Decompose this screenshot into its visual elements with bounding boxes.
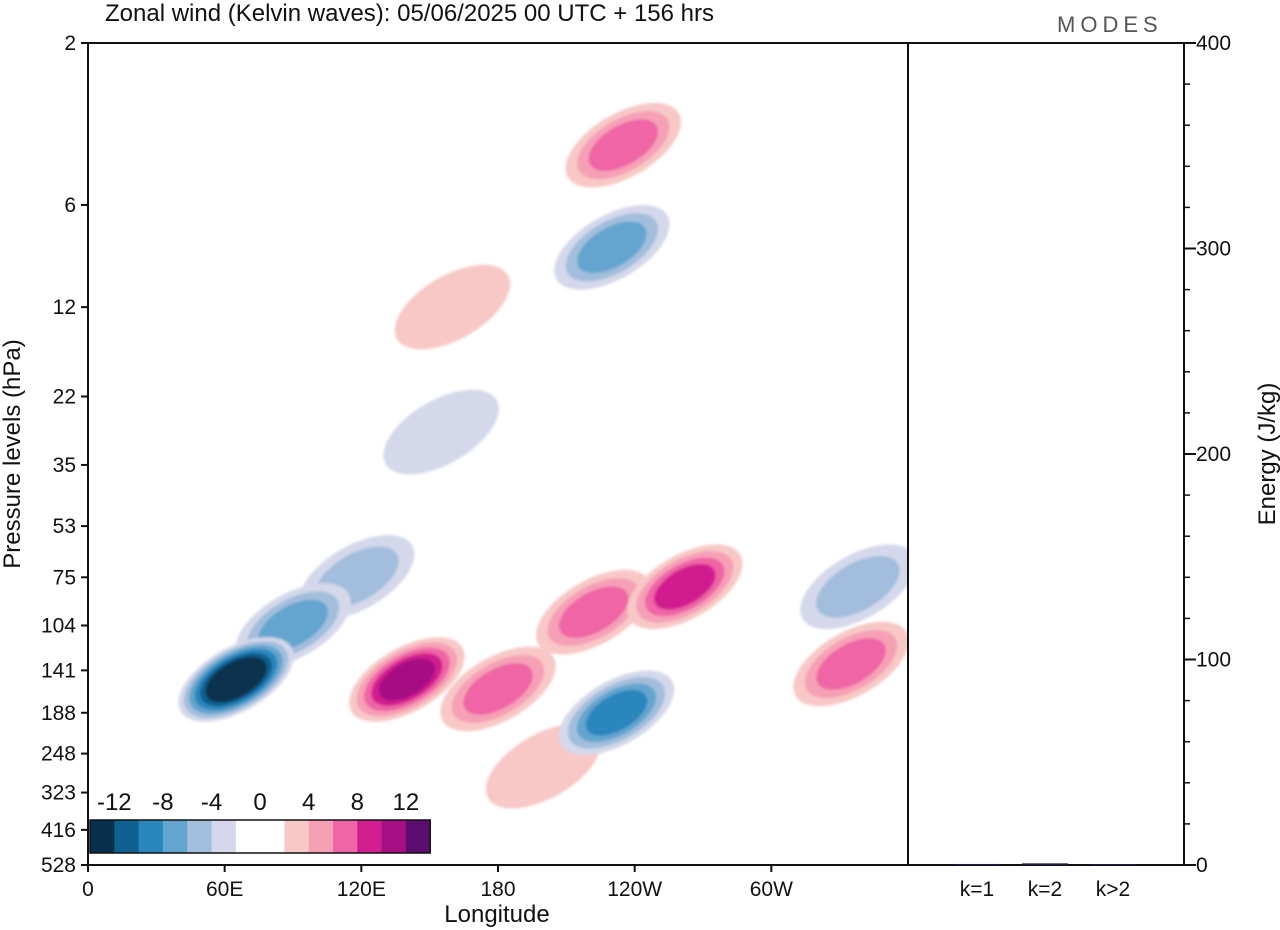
- pressure-tick-label: 6: [64, 194, 76, 217]
- energy-category-label: k=1: [960, 878, 994, 901]
- colorbar-swatch: [162, 820, 188, 853]
- pressure-tick-label: 323: [41, 782, 76, 805]
- energy-category-label: k>2: [1096, 878, 1130, 901]
- colorbar-label: -4: [201, 789, 222, 816]
- pressure-tick-label: 75: [53, 566, 76, 589]
- contour-level-neg4: [816, 555, 900, 618]
- longitude-tick-label: 60W: [750, 878, 793, 901]
- contour-field: [178, 102, 908, 809]
- colorbar-swatch: [90, 820, 115, 853]
- pressure-tick-label: 22: [53, 385, 76, 408]
- colorbar-swatch: [284, 820, 310, 853]
- colorbar-swatch: [405, 820, 431, 853]
- energy-tick-label: 200: [1196, 443, 1231, 466]
- colorbar-swatch: [333, 820, 358, 853]
- colorbar-swatch: [235, 820, 261, 853]
- colorbar-swatch: [381, 820, 407, 853]
- longitude-tick-label: 60E: [206, 878, 243, 901]
- pressure-tick-label: 53: [53, 515, 76, 538]
- contour-level-pos2: [394, 264, 511, 350]
- pressure-tick-label: 248: [41, 743, 76, 766]
- energy-category-label: k=2: [1028, 878, 1062, 901]
- modes-logo: MODES: [1057, 12, 1163, 37]
- x-axis-label: Longitude: [444, 901, 549, 928]
- longitude-tick-label: 120W: [607, 878, 662, 901]
- contour-level-pos8: [654, 563, 716, 610]
- energy-axis: 0 100 200 300 400: [1184, 32, 1231, 877]
- pressure-tick-label: 528: [41, 854, 76, 877]
- energy-tick-label: 400: [1196, 32, 1231, 55]
- energy-tick-label: 100: [1196, 649, 1231, 672]
- colorbar-swatch: [308, 820, 334, 853]
- energy-bar: [1022, 863, 1068, 865]
- energy-panel-frame: [907, 42, 1185, 866]
- colorbar: -12 -8 -4 0 4 8 12: [89, 789, 431, 854]
- energy-bar: [1090, 864, 1136, 865]
- contour-level-pos6: [463, 663, 533, 715]
- colorbar-swatch: [138, 820, 164, 853]
- colorbar-label: -8: [152, 789, 173, 816]
- contour-level-neg2: [383, 389, 499, 475]
- longitude-tick-label: 0: [82, 878, 94, 901]
- longitude-tick-label: 120E: [337, 878, 386, 901]
- chart-title: Zonal wind (Kelvin waves): 05/06/2025 00…: [105, 0, 714, 27]
- colorbar-label: 8: [351, 789, 364, 816]
- contour-level-pos10: [378, 658, 436, 701]
- energy-bars: k=1 k=2 k>2: [954, 863, 1136, 901]
- colorbar-swatch: [187, 820, 212, 853]
- pressure-tick-label: 12: [53, 296, 76, 319]
- pressure-tick-label: 35: [53, 454, 76, 477]
- y-axis-label: Pressure levels (hPa): [0, 339, 26, 568]
- contour-level-pos6: [588, 119, 659, 171]
- colorbar-swatch: [357, 820, 383, 853]
- contour-level-pos6: [816, 638, 886, 690]
- pressure-axis: 2 6 12 22 35 53 75 104 141 188 248 323 416 528: [41, 32, 88, 877]
- longitude-axis: 0 60E 120E 180 120W 60W: [82, 865, 793, 901]
- contour-level-neg6: [577, 221, 647, 274]
- contour-level-neg14: [210, 660, 262, 699]
- contour-level-neg8: [585, 689, 648, 736]
- colorbar-frame: [89, 819, 431, 854]
- colorbar-label: 0: [253, 789, 266, 816]
- colorbar-swatch: [211, 820, 237, 853]
- pressure-tick-label: 141: [41, 659, 76, 682]
- pressure-tick-label: 104: [41, 614, 76, 637]
- colorbar-swatch: [114, 820, 140, 853]
- colorbar-label: 4: [302, 789, 315, 816]
- energy-bar: [954, 863, 1000, 865]
- pressure-tick-label: 188: [41, 702, 76, 725]
- colorbar-swatch: [260, 820, 285, 853]
- colorbar-label: 12: [393, 789, 420, 816]
- pressure-tick-label: 416: [41, 819, 76, 842]
- energy-axis-label: Energy (J/kg): [1254, 383, 1280, 526]
- colorbar-label: -12: [97, 789, 132, 816]
- pressure-tick-label: 2: [64, 32, 76, 55]
- longitude-tick-label: 180: [480, 878, 515, 901]
- energy-tick-label: 0: [1196, 854, 1208, 877]
- energy-tick-label: 300: [1196, 238, 1231, 261]
- contour-level-pos6: [558, 586, 629, 638]
- plot-frame: [87, 42, 909, 866]
